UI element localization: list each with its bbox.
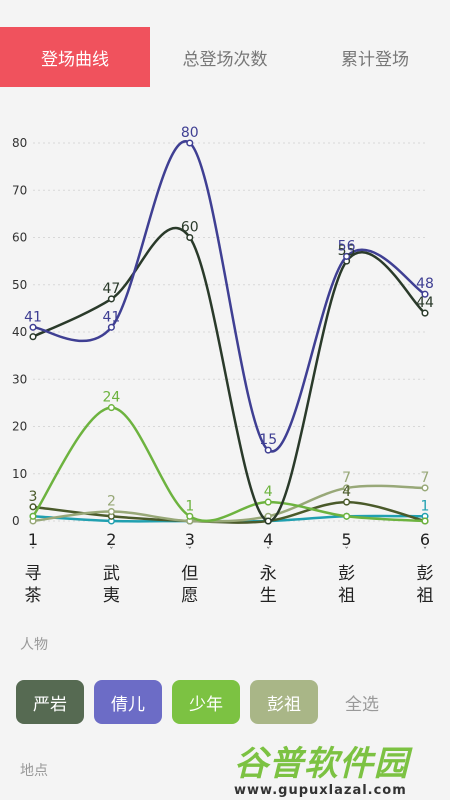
y-tick-label: 60 bbox=[12, 231, 27, 245]
watermark-logo: 谷普软件园 www.gupuxlazal.com bbox=[234, 736, 444, 798]
data-label: 24 bbox=[102, 390, 120, 406]
data-point bbox=[421, 484, 429, 492]
data-label: 44 bbox=[416, 295, 434, 311]
data-point bbox=[264, 446, 272, 454]
x-category-name: 寻 bbox=[25, 564, 42, 584]
people-filter: 严岩 倩儿 少年 彭祖 全选 bbox=[16, 680, 396, 724]
places-section-label: 地点 bbox=[20, 763, 48, 779]
data-point bbox=[107, 323, 115, 331]
data-label: 4 bbox=[264, 484, 273, 500]
data-point bbox=[29, 333, 37, 341]
x-tick-label: 5 bbox=[342, 530, 352, 549]
x-category-name: 彭 bbox=[338, 564, 355, 584]
tab-total-appearances[interactable]: 总登场次数 bbox=[182, 49, 268, 70]
x-tick-caret: ˇ bbox=[109, 546, 114, 557]
watermark-text: 谷普软件园 bbox=[234, 744, 409, 784]
data-point bbox=[186, 233, 194, 242]
data-point bbox=[343, 512, 351, 520]
y-tick-label: 70 bbox=[12, 183, 27, 197]
x-tick-caret: ˇ bbox=[266, 546, 271, 557]
x-tick-label: 2 bbox=[106, 530, 116, 549]
y-tick-label: 50 bbox=[12, 278, 27, 292]
data-label: 55 bbox=[338, 243, 356, 259]
y-tick-label: 40 bbox=[12, 325, 27, 339]
data-point bbox=[264, 517, 272, 525]
x-category-name: 愿 bbox=[181, 586, 198, 606]
x-category-name: 夷 bbox=[103, 586, 120, 606]
data-label: 4 bbox=[342, 484, 351, 500]
y-tick-label: 0 bbox=[12, 514, 20, 528]
people-section-label: 人物 bbox=[20, 637, 48, 653]
x-category-name: 但 bbox=[181, 564, 198, 584]
tab-cumulative-appearances[interactable]: 累计登场 bbox=[341, 49, 409, 70]
data-label: 2 bbox=[107, 494, 116, 510]
data-label: 7 bbox=[342, 470, 351, 486]
tab-bar: 登场曲线 总登场次数 累计登场 bbox=[0, 27, 450, 87]
data-point bbox=[186, 512, 194, 520]
data-label: 47 bbox=[102, 281, 120, 297]
x-tick-caret: ˇ bbox=[423, 546, 428, 557]
chip-qianer[interactable]: 倩儿 bbox=[94, 680, 162, 724]
appearance-line-chart: 010203040506070801ˇ寻茶2ˇ武夷3ˇ但愿4ˇ永生5ˇ彭祖6ˇ彭… bbox=[12, 125, 434, 606]
chip-shaonian[interactable]: 少年 bbox=[172, 680, 240, 724]
data-point bbox=[343, 484, 351, 492]
data-label: 48 bbox=[416, 276, 434, 292]
series-line bbox=[32, 484, 426, 523]
data-label: 60 bbox=[181, 220, 199, 236]
x-tick-label: 4 bbox=[263, 530, 273, 549]
tab-appearance-curve[interactable]: 登场曲线 bbox=[0, 27, 150, 87]
data-point bbox=[186, 139, 194, 147]
data-point bbox=[421, 290, 429, 298]
x-category-name: 彭 bbox=[417, 564, 434, 584]
y-tick-label: 20 bbox=[12, 420, 27, 434]
x-tick-label: 6 bbox=[420, 530, 430, 549]
data-label: 41 bbox=[24, 309, 42, 325]
data-point bbox=[29, 323, 37, 331]
x-category-name: 祖 bbox=[338, 586, 355, 606]
data-point bbox=[107, 404, 115, 412]
data-point bbox=[343, 498, 351, 506]
data-point bbox=[107, 508, 115, 516]
x-tick-caret: ˇ bbox=[344, 546, 349, 557]
x-category-name: 永 bbox=[260, 564, 277, 584]
x-tick-label: 3 bbox=[185, 530, 195, 549]
data-point bbox=[107, 295, 115, 303]
x-tick-label: 1 bbox=[28, 530, 38, 549]
watermark-url: www.gupuxlazal.com bbox=[234, 783, 407, 798]
x-category-name: 祖 bbox=[417, 586, 434, 606]
series-line bbox=[32, 500, 426, 524]
data-label: 1 bbox=[185, 498, 194, 514]
x-category-name: 武 bbox=[103, 564, 120, 584]
data-point bbox=[421, 517, 429, 525]
data-label: 3 bbox=[29, 489, 38, 505]
data-point bbox=[29, 503, 37, 511]
data-label: 7 bbox=[421, 470, 430, 486]
y-tick-label: 80 bbox=[12, 136, 27, 150]
data-point bbox=[29, 512, 37, 520]
y-tick-label: 10 bbox=[12, 467, 27, 481]
data-point bbox=[264, 498, 272, 506]
select-all-button[interactable]: 全选 bbox=[345, 694, 379, 715]
data-label: 1 bbox=[421, 498, 430, 514]
data-point bbox=[421, 309, 429, 317]
x-category-name: 生 bbox=[260, 586, 277, 606]
data-point bbox=[343, 252, 351, 260]
x-category-name: 茶 bbox=[25, 586, 42, 606]
data-label: 15 bbox=[259, 432, 277, 448]
chip-yanyan[interactable]: 严岩 bbox=[16, 680, 84, 724]
x-tick-caret: ˇ bbox=[188, 546, 193, 557]
data-label: 41 bbox=[102, 309, 120, 325]
data-label: 80 bbox=[181, 125, 199, 141]
data-label: 56 bbox=[338, 238, 356, 254]
y-tick-label: 30 bbox=[12, 372, 27, 386]
chip-pengzu[interactable]: 彭祖 bbox=[250, 680, 318, 724]
series-line bbox=[32, 140, 426, 453]
x-tick-caret: ˇ bbox=[31, 546, 36, 557]
series-line bbox=[32, 226, 426, 523]
